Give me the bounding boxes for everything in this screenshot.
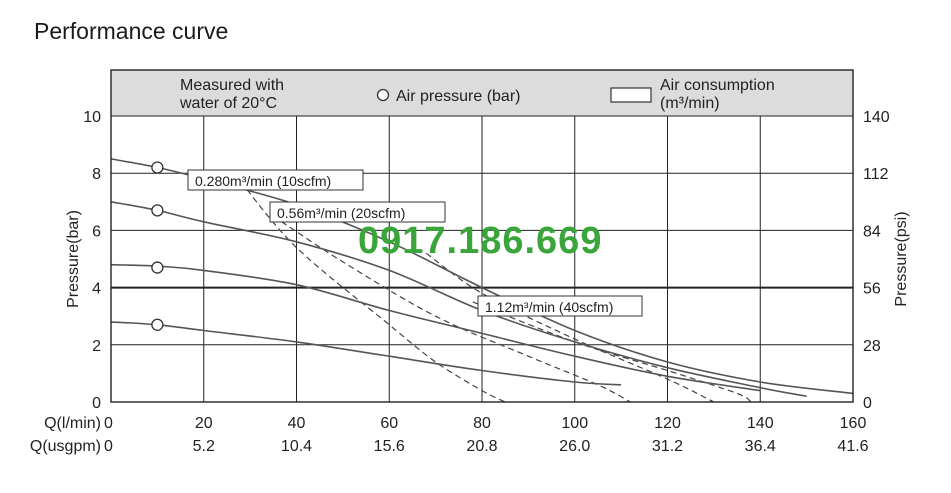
legend-consumption-line2: (m³/min) [660, 95, 720, 112]
x-tick-usgpm: 0 [104, 438, 113, 455]
x-tick-lmin: 40 [288, 415, 306, 432]
consumption-label-box [477, 295, 643, 317]
pressure-marker [151, 204, 164, 217]
y-tick-right: 112 [863, 166, 889, 183]
y-tick-right: 56 [863, 281, 881, 298]
consumption-curve [272, 215, 631, 403]
x-tick-lmin: 60 [380, 415, 398, 432]
x-tick-lmin: 120 [654, 415, 681, 432]
consumption-curve [240, 181, 506, 403]
x-tick-lmin: 140 [747, 415, 774, 432]
curves [110, 158, 854, 403]
legend-box-icon [610, 87, 652, 103]
pressure-curve [110, 201, 807, 398]
consumption-curve [425, 252, 715, 403]
x-tick-usgpm: 20.8 [466, 438, 497, 455]
x-tick-usgpm: 15.6 [374, 438, 405, 455]
x-tick-lmin: 80 [473, 415, 491, 432]
y-axis-label-right: Pressure(psi) [893, 211, 910, 306]
y-tick-left: 2 [92, 338, 101, 355]
consumption-curve [472, 301, 752, 403]
x-tick-usgpm: 26.0 [559, 438, 590, 455]
legend-consumption-line1: Air consumption [660, 77, 775, 94]
consumption-label: 0.56m³/min (20scfm) [277, 205, 405, 221]
legend-pressure-label: Air pressure (bar) [396, 88, 520, 105]
x-row-label-lmin: Q(l/min) [44, 415, 101, 432]
legend-measured-line2: water of 20°C [179, 95, 277, 112]
y-tick-left: 6 [92, 223, 101, 240]
pressure-marker [151, 261, 164, 274]
y-tick-left: 0 [92, 395, 101, 412]
pressure-curve [110, 263, 761, 392]
y-axis-label-left: Pressure(bar) [65, 210, 82, 308]
plot-frame [110, 69, 854, 403]
y-tick-right: 0 [863, 395, 872, 412]
x-tick-lmin: 0 [104, 415, 113, 432]
consumption-label-box [269, 201, 446, 223]
x-tick-usgpm: 10.4 [281, 438, 312, 455]
y-tick-right: 140 [863, 109, 890, 126]
x-tick-lmin: 20 [195, 415, 213, 432]
legend-circle-icon [376, 88, 390, 102]
y-tick-left: 8 [92, 166, 101, 183]
x-tick-usgpm: 5.2 [193, 438, 215, 455]
y-tick-left: 4 [92, 281, 101, 298]
x-tick-lmin: 160 [840, 415, 867, 432]
pressure-marker [151, 161, 164, 174]
page-title: Performance curve [34, 18, 229, 44]
grid [111, 70, 853, 402]
x-tick-usgpm: 31.2 [652, 438, 683, 455]
y-tick-right: 28 [863, 338, 881, 355]
consumption-label-box [187, 169, 364, 191]
x-tick-usgpm: 41.6 [837, 438, 868, 455]
y-tick-right: 84 [863, 223, 881, 240]
legend-measured-line1: Measured with [180, 77, 284, 94]
pressure-marker [151, 318, 164, 331]
consumption-label: 1.12m³/min (40scfm) [485, 299, 613, 315]
x-tick-lmin: 100 [561, 415, 588, 432]
pressure-curve [110, 321, 622, 386]
x-row-label-usgpm: Q(usgpm) [30, 438, 101, 455]
x-tick-usgpm: 36.4 [745, 438, 776, 455]
y-tick-left: 10 [83, 109, 101, 126]
consumption-label: 0.280m³/min (10scfm) [195, 173, 331, 189]
watermark-phone: 0917.186.669 [358, 220, 603, 262]
